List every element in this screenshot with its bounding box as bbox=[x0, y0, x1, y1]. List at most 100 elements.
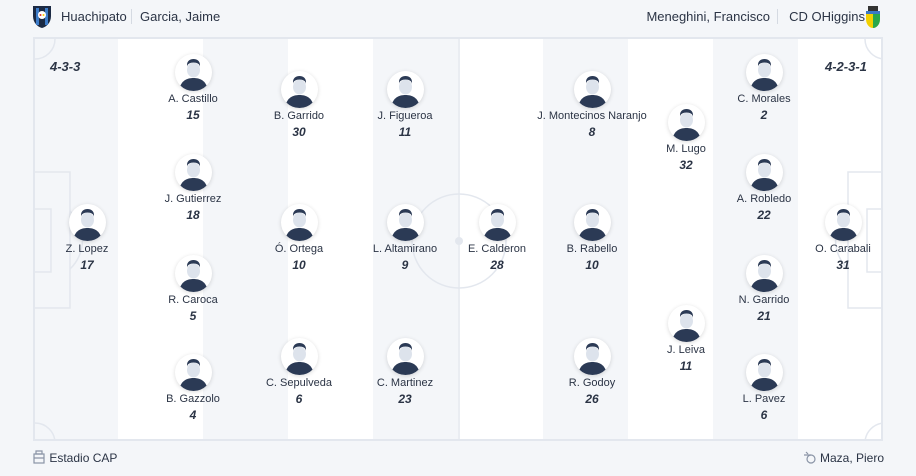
player-number: 15 bbox=[186, 108, 200, 122]
player-number: 8 bbox=[588, 125, 596, 139]
referee-name: Maza, Piero bbox=[819, 451, 884, 465]
player-home[interactable]: L. Altamirano 9 bbox=[325, 204, 485, 272]
player-avatar-icon[interactable] bbox=[573, 204, 611, 241]
divider bbox=[131, 9, 132, 24]
player-home[interactable]: J. Gutierrez 18 bbox=[113, 154, 273, 222]
player-home[interactable]: Z. Lopez 17 bbox=[7, 204, 167, 272]
player-avatar-icon[interactable] bbox=[386, 204, 424, 241]
player-number: 26 bbox=[585, 392, 599, 406]
player-home[interactable]: J. Figueroa 11 bbox=[325, 71, 485, 139]
away-formation: 4-2-3-1 bbox=[825, 59, 867, 74]
player-name: C. Martinez bbox=[376, 377, 434, 389]
player-number: 2 bbox=[760, 108, 768, 122]
player-avatar-icon[interactable] bbox=[667, 104, 705, 141]
player-name: R. Godoy bbox=[568, 377, 616, 389]
player-number: 10 bbox=[585, 258, 599, 272]
player-name: A. Castillo bbox=[168, 93, 218, 105]
player-away[interactable]: O. Carabali 31 bbox=[763, 204, 916, 272]
player-name: B. Garrido bbox=[273, 110, 325, 122]
player-home[interactable]: C. Sepulveda 6 bbox=[219, 338, 379, 406]
pitch-stripe bbox=[203, 39, 288, 439]
player-number: 30 bbox=[292, 125, 306, 139]
player-avatar-icon[interactable] bbox=[824, 204, 862, 241]
stadium-info: Estadio CAP bbox=[32, 450, 117, 465]
player-avatar-icon[interactable] bbox=[745, 255, 783, 292]
player-avatar-icon[interactable] bbox=[174, 255, 212, 292]
player-name: J. Montecinos Naranjo bbox=[537, 110, 647, 122]
player-name: J. Figueroa bbox=[377, 110, 433, 122]
player-home[interactable]: C. Martinez 23 bbox=[325, 338, 485, 406]
player-name: O. Carabali bbox=[815, 243, 871, 255]
home-team-name[interactable]: Huachipato bbox=[61, 9, 127, 24]
player-number: 4 bbox=[189, 408, 197, 422]
player-avatar-icon[interactable] bbox=[386, 338, 424, 375]
player-avatar-icon[interactable] bbox=[174, 154, 212, 191]
player-avatar-icon[interactable] bbox=[280, 338, 318, 375]
player-away[interactable]: E. Calderon 28 bbox=[417, 204, 577, 272]
home-formation: 4-3-3 bbox=[50, 59, 81, 74]
player-away[interactable]: M. Lugo 32 bbox=[606, 104, 766, 172]
player-home[interactable]: B. Garrido 30 bbox=[219, 71, 379, 139]
player-avatar-icon[interactable] bbox=[573, 71, 611, 108]
player-avatar-icon[interactable] bbox=[280, 204, 318, 241]
player-avatar-icon[interactable] bbox=[478, 204, 516, 241]
player-name: Z. Lopez bbox=[65, 243, 109, 255]
away-coach-name[interactable]: Meneghini, Francisco bbox=[646, 9, 770, 24]
ohiggins-logo-icon bbox=[866, 6, 880, 28]
player-number: 31 bbox=[836, 258, 850, 272]
player-number: 22 bbox=[757, 208, 771, 222]
player-name: E. Calderon bbox=[467, 243, 527, 255]
pitch-stripe bbox=[628, 39, 713, 439]
player-number: 11 bbox=[398, 125, 412, 139]
player-away[interactable]: R. Godoy 26 bbox=[512, 338, 672, 406]
player-number: 21 bbox=[757, 309, 771, 323]
home-coach-name[interactable]: Garcia, Jaime bbox=[140, 9, 221, 24]
player-away[interactable]: J. Leiva 11 bbox=[606, 305, 766, 373]
player-avatar-icon[interactable] bbox=[386, 71, 424, 108]
player-avatar-icon[interactable] bbox=[280, 71, 318, 108]
player-avatar-icon[interactable] bbox=[745, 354, 783, 391]
whistle-icon bbox=[803, 451, 816, 464]
player-avatar-icon[interactable] bbox=[573, 338, 611, 375]
player-number: 5 bbox=[189, 309, 197, 323]
huachipato-logo-icon bbox=[33, 6, 51, 28]
player-number: 18 bbox=[186, 208, 200, 222]
player-home[interactable]: Ó. Ortega 10 bbox=[219, 204, 379, 272]
player-away[interactable]: A. Robledo 22 bbox=[684, 154, 844, 222]
player-name: R. Caroca bbox=[168, 294, 218, 306]
player-home[interactable]: B. Gazzolo 4 bbox=[113, 354, 273, 422]
player-avatar-icon[interactable] bbox=[667, 305, 705, 342]
player-home[interactable]: A. Castillo 15 bbox=[113, 54, 273, 122]
player-number: 17 bbox=[80, 258, 94, 272]
player-number: 10 bbox=[292, 258, 306, 272]
divider bbox=[777, 9, 778, 24]
player-name: J. Gutierrez bbox=[164, 193, 222, 205]
player-avatar-icon[interactable] bbox=[68, 204, 106, 241]
player-away[interactable]: N. Garrido 21 bbox=[684, 255, 844, 323]
player-name: C. Sepulveda bbox=[265, 377, 333, 389]
player-avatar-icon[interactable] bbox=[745, 54, 783, 91]
player-name: Ó. Ortega bbox=[274, 243, 324, 255]
away-team-name[interactable]: CD OHiggins bbox=[789, 9, 865, 24]
player-away[interactable]: J. Montecinos Naranjo 8 bbox=[512, 71, 672, 139]
stadium-name: Estadio CAP bbox=[49, 451, 118, 465]
player-name: N. Garrido bbox=[738, 294, 790, 306]
player-name: C. Morales bbox=[737, 93, 791, 105]
player-name: L. Altamirano bbox=[372, 243, 438, 255]
player-number: 6 bbox=[295, 392, 303, 406]
player-name: B. Gazzolo bbox=[166, 393, 220, 405]
player-number: 9 bbox=[401, 258, 409, 272]
player-number: 6 bbox=[760, 408, 768, 422]
player-away[interactable]: B. Rabello 10 bbox=[512, 204, 672, 272]
player-name: M. Lugo bbox=[666, 143, 706, 155]
player-name: L. Pavez bbox=[742, 393, 786, 405]
player-home[interactable]: R. Caroca 5 bbox=[113, 255, 273, 323]
player-number: 23 bbox=[398, 392, 412, 406]
player-avatar-icon[interactable] bbox=[174, 354, 212, 391]
player-name: A. Robledo bbox=[736, 193, 792, 205]
player-avatar-icon[interactable] bbox=[174, 54, 212, 91]
player-away[interactable]: L. Pavez 6 bbox=[684, 354, 844, 422]
referee-info: Maza, Piero bbox=[803, 450, 884, 465]
player-avatar-icon[interactable] bbox=[745, 154, 783, 191]
player-away[interactable]: C. Morales 2 bbox=[684, 54, 844, 122]
